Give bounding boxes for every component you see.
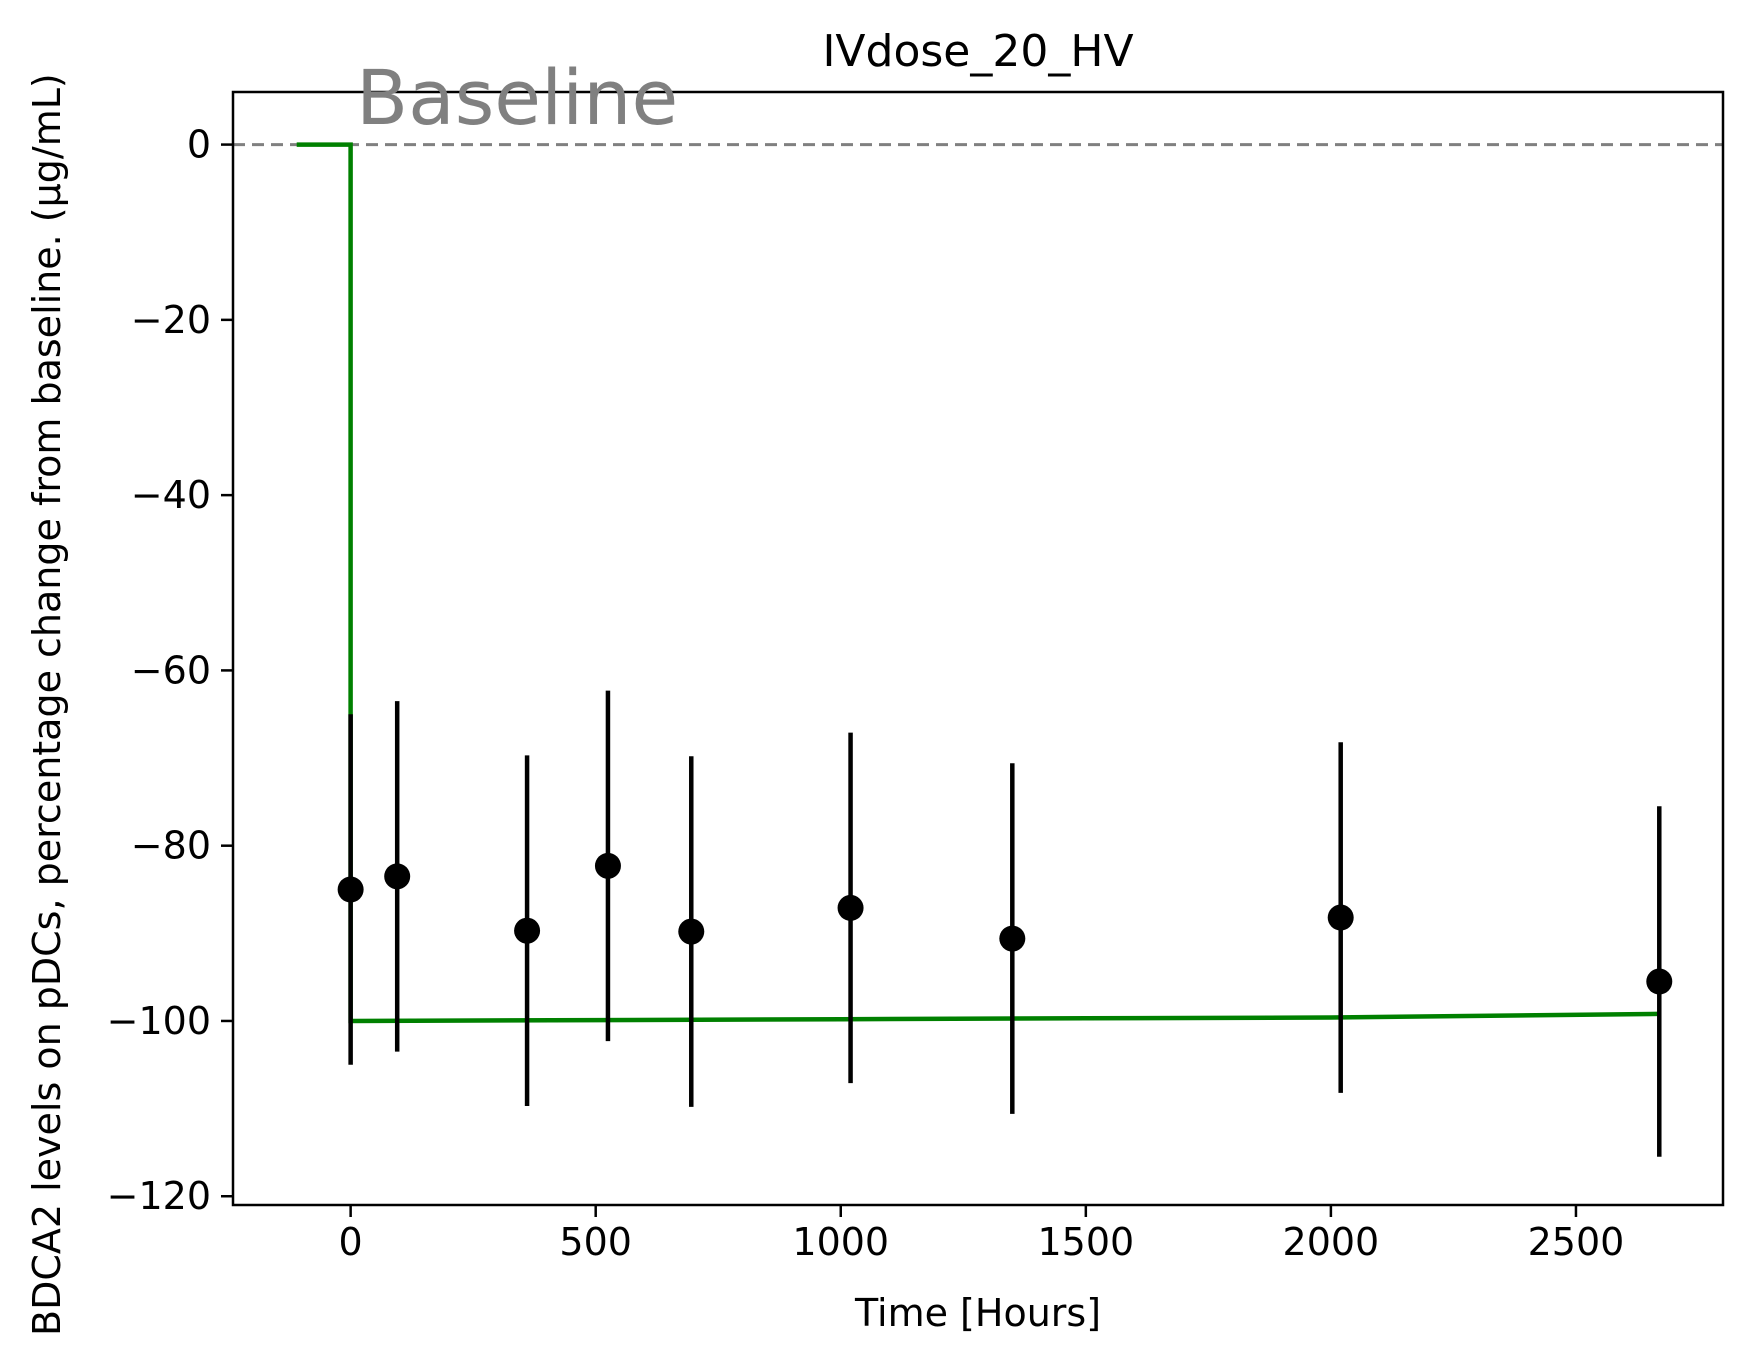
observed-point: [837, 894, 864, 921]
baseline-annotation: Baseline: [356, 53, 678, 142]
observed-point: [1646, 968, 1673, 995]
observed-point: [678, 918, 705, 945]
y-tick-label: −20: [131, 298, 211, 342]
y-tick-label: −60: [131, 648, 211, 692]
observed-point: [1327, 904, 1354, 931]
y-tick-label: −80: [131, 824, 211, 868]
plot-frame: [231, 90, 1725, 1207]
y-tick-label: 0: [187, 123, 211, 167]
x-tick-label: 500: [559, 1220, 632, 1264]
plot-area: [233, 142, 1723, 1157]
observed-point: [384, 863, 411, 890]
observed-point: [594, 852, 621, 879]
observed-point: [337, 876, 364, 903]
chart-title: IVdose_20_HV: [822, 26, 1133, 77]
y-tick-label: −40: [131, 473, 211, 517]
model-series-line: [296, 142, 1660, 1024]
y-tick-label: −100: [107, 999, 211, 1043]
y-tick-label: −120: [107, 1174, 211, 1218]
x-tick-label: 2500: [1528, 1220, 1625, 1264]
x-tick-label: 1000: [792, 1220, 889, 1264]
y-axis: 0 −20 −40 −60 −80 −100 −120: [107, 123, 233, 1218]
observed-point: [999, 925, 1026, 952]
x-tick-label: 0: [339, 1220, 363, 1264]
y-axis-label: BDCA2 levels on pDCs, percentage change …: [25, 73, 69, 1336]
x-axis-label: Time [Hours]: [854, 1291, 1101, 1335]
x-tick-label: 2000: [1283, 1220, 1380, 1264]
observed-point: [514, 917, 541, 944]
x-axis: 0 500 1000 1500 2000 2500: [339, 1205, 1625, 1264]
x-tick-label: 1500: [1037, 1220, 1134, 1264]
